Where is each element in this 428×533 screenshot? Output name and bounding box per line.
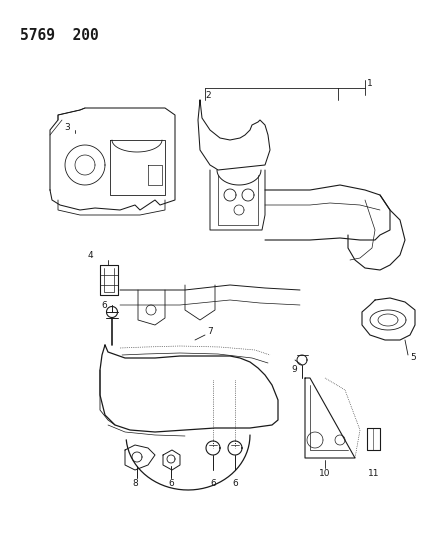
Text: 9: 9 [291,366,297,375]
Text: 8: 8 [132,479,138,488]
Text: 6: 6 [168,479,174,488]
Text: 10: 10 [319,469,331,478]
Text: 6: 6 [232,479,238,488]
Text: 6: 6 [101,301,107,310]
Text: 7: 7 [207,327,213,336]
Text: 5: 5 [410,353,416,362]
Text: 3: 3 [64,124,70,133]
Text: 6: 6 [210,479,216,488]
Text: 11: 11 [368,469,380,478]
Text: 1: 1 [367,78,373,87]
Text: 5769  200: 5769 200 [20,28,99,43]
Text: 4: 4 [87,251,93,260]
Text: 2: 2 [205,92,211,101]
